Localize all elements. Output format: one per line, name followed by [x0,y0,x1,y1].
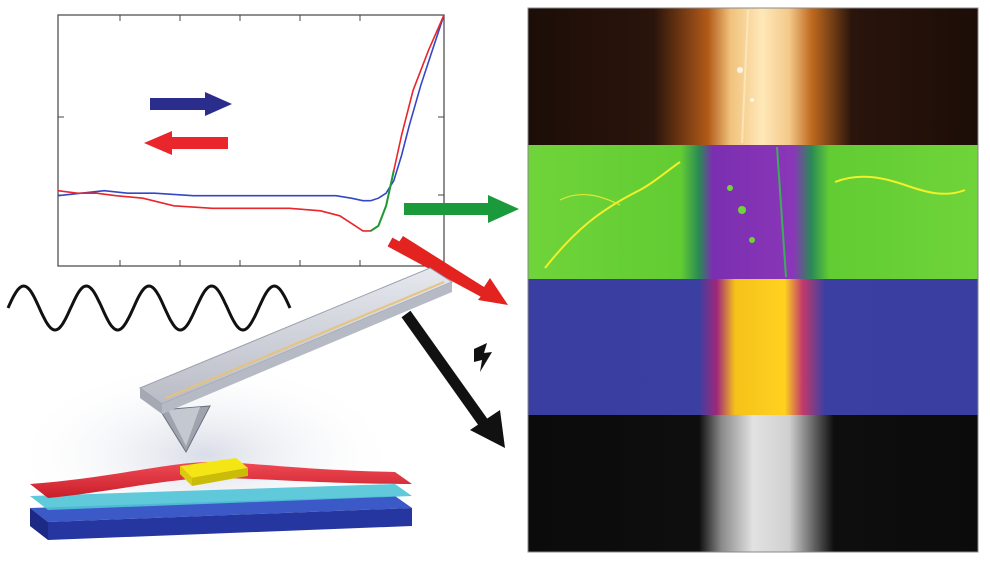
dielectric-layer [30,484,412,510]
approach-arrow-icon [150,92,232,116]
contact-segment [370,170,395,232]
afm-schematic [10,267,454,550]
panel-border [527,7,979,553]
panel-amplitude [528,279,978,415]
image-panels [527,7,979,553]
electrical-signal-arrow-icon [401,310,505,448]
cantilever-coating [165,280,445,400]
substrate-side [48,508,412,540]
nanostructure-side [192,468,248,486]
force-curve-plot [57,14,445,267]
retract-curve [57,14,445,232]
sample-film [30,462,412,498]
panel-current [528,415,978,552]
panel-phase [528,145,978,279]
plot-frame [57,14,445,267]
phase-signal-arrow-icon [387,236,508,305]
approach-curve [57,14,445,202]
retract-arrow-icon [144,131,228,155]
topography-signal-arrow-icon [404,195,519,223]
lightning-bolt-icon [474,343,492,372]
nanostructure [180,458,248,478]
substrate-top [30,496,412,522]
sine-wave-icon [6,284,292,332]
substrate-front [30,508,48,540]
plot-ticks [58,15,444,266]
panel-topography [528,8,978,145]
